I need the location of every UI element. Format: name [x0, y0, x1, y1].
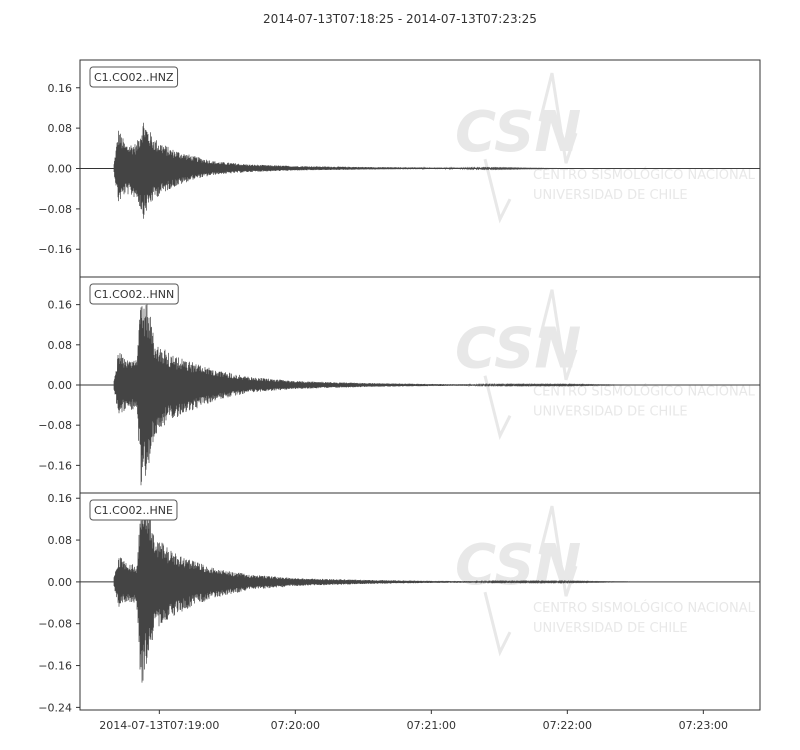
- y-tick-label: 0.16: [48, 492, 73, 505]
- y-tick-label: −0.16: [38, 243, 72, 256]
- y-tick-label: −0.16: [38, 660, 72, 673]
- y-tick-label: −0.08: [38, 203, 72, 216]
- channel-label-box: [89, 499, 178, 521]
- y-tick-label: 0.00: [48, 576, 73, 589]
- waveform-trace: [113, 502, 760, 683]
- y-tick-label: −0.08: [38, 618, 72, 631]
- waveform-trace: [113, 303, 760, 486]
- y-tick-label: 0.08: [48, 339, 73, 352]
- watermark-logo-mark: [483, 158, 512, 224]
- watermark-logo-mark: [483, 591, 512, 657]
- figure-title: 2014-07-13T07:18:25 - 2014-07-13T07:23:2…: [263, 12, 537, 26]
- x-tick-label: 07:21:00: [407, 719, 456, 732]
- channel-label: C1.CO02..HNZ: [94, 71, 174, 84]
- x-tick-label: 07:20:00: [271, 719, 320, 732]
- channel-label: C1.CO02..HNE: [94, 504, 173, 517]
- watermark-logo-wave: [538, 72, 578, 164]
- y-tick-label: 0.16: [48, 299, 73, 312]
- y-tick-label: −0.16: [38, 459, 72, 472]
- x-tick-label: 07:22:00: [543, 719, 592, 732]
- y-tick-label: 0.00: [48, 163, 73, 176]
- watermark-logo-wave: [538, 289, 578, 381]
- waveform-trace: [113, 122, 760, 219]
- y-tick-label: −0.24: [38, 701, 72, 714]
- watermark-line-2: UNIVERSIDAD DE CHILE: [533, 405, 688, 420]
- watermark-line-1: CENTRO SISMOLÓGICO NACIONAL: [533, 167, 756, 183]
- y-tick-label: 0.16: [48, 82, 73, 95]
- x-tick-label: 07:23:00: [679, 719, 728, 732]
- watermark-line-1: CENTRO SISMOLÓGICO NACIONAL: [533, 600, 756, 616]
- watermark-logo-mark: [483, 375, 512, 441]
- y-tick-label: −0.08: [38, 419, 72, 432]
- y-tick-label: 0.08: [48, 534, 73, 547]
- x-tick-label: 2014-07-13T07:19:00: [99, 719, 219, 732]
- y-tick-label: 0.08: [48, 122, 73, 135]
- watermark-line-2: UNIVERSIDAD DE CHILE: [533, 188, 688, 203]
- channel-label-box: [89, 283, 179, 305]
- channel-label: C1.CO02..HNN: [94, 288, 174, 301]
- channel-label-box: [89, 66, 179, 88]
- watermark-line-1: CENTRO SISMOLÓGICO NACIONAL: [533, 384, 756, 400]
- watermark-line-2: UNIVERSIDAD DE CHILE: [533, 621, 688, 636]
- panel-frame: [79, 492, 761, 711]
- y-tick-label: 0.00: [48, 379, 73, 392]
